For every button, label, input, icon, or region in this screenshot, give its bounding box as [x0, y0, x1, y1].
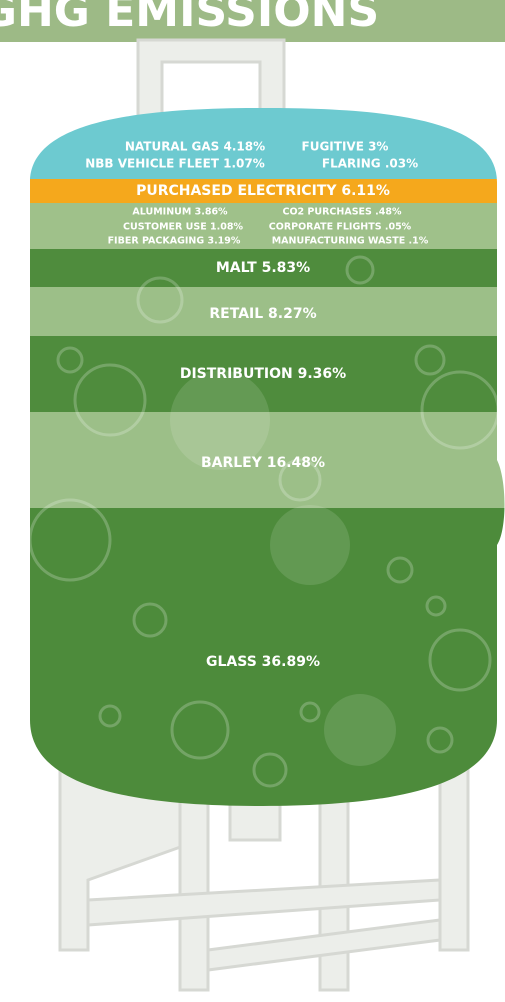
label: RETAIL 8.27% — [209, 306, 316, 322]
label: FUGITIVE 3% — [302, 140, 389, 154]
label: FIBER PACKAGING 3.19% — [108, 236, 241, 247]
label: DISTRIBUTION 9.36% — [180, 366, 346, 382]
label: CUSTOMER USE 1.08% — [123, 222, 243, 233]
label: MANUFACTURING WASTE .1% — [272, 236, 429, 247]
label: NATURAL GAS 4.18% — [125, 140, 265, 154]
label: BARLEY 16.48% — [201, 455, 325, 471]
label: ALUMINUM 3.86% — [132, 207, 228, 218]
label: CO2 PURCHASES .48% — [282, 207, 402, 218]
label: NBB VEHICLE FLEET 1.07% — [85, 157, 265, 171]
label: MALT 5.83% — [216, 260, 310, 276]
label: PURCHASED ELECTRICITY 6.11% — [136, 183, 390, 199]
header-title: GHG EMISSIONS — [0, 0, 379, 37]
infographic: GHG EMISSIONS NATU — [0, 0, 505, 1002]
layer — [20, 203, 505, 249]
label: GLASS 36.89% — [206, 654, 320, 670]
label: CORPORATE FLIGHTS .05% — [269, 222, 412, 233]
label: FLARING .03% — [322, 157, 418, 171]
